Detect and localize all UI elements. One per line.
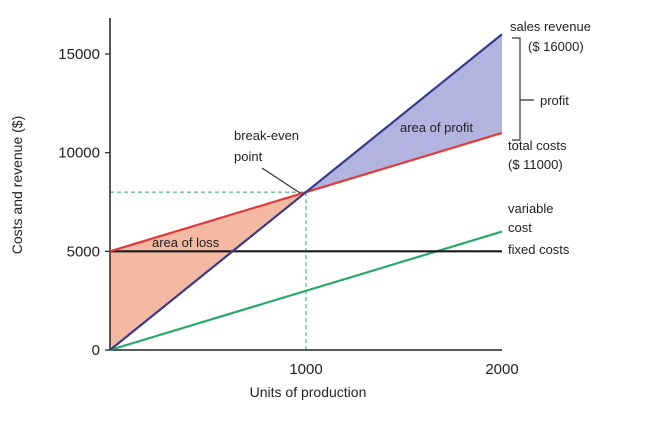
break-even-label-line1: break-even [234,128,299,143]
y-tick-label: 15000 [58,46,100,63]
total-costs-value: ($ 11000) [508,157,563,172]
x-axis-label: Units of production [250,384,367,400]
variable-cost-label-line1: variable [508,201,554,216]
sales-revenue-line [109,33,503,351]
profit-label: profit [540,93,569,108]
x-tick-label: 1000 [289,361,322,378]
break-even-pointer [261,167,301,194]
y-tick-label: 10000 [58,145,100,162]
sales-revenue-value: ($ 16000) [528,39,584,54]
y-tick-label: 0 [92,342,100,359]
x-tick-label: 2000 [485,361,518,378]
profit-area-label: area of profit [400,120,473,135]
y-tick-label: 5000 [67,243,100,260]
total-costs-label: total costs [508,138,567,153]
series-lines [109,33,503,352]
y-axis-label: Costs and revenue ($) [9,116,25,255]
break-even-label-line2: point [234,149,263,164]
loss-area-label: area of loss [152,235,220,250]
axis-ticks: 0 5000 10000 15000 1000 2000 [58,46,518,378]
sales-revenue-label: sales revenue [510,19,591,34]
profit-bracket [512,37,534,141]
variable-cost-label-line2: cost [508,220,532,235]
fixed-costs-label: fixed costs [508,242,570,257]
